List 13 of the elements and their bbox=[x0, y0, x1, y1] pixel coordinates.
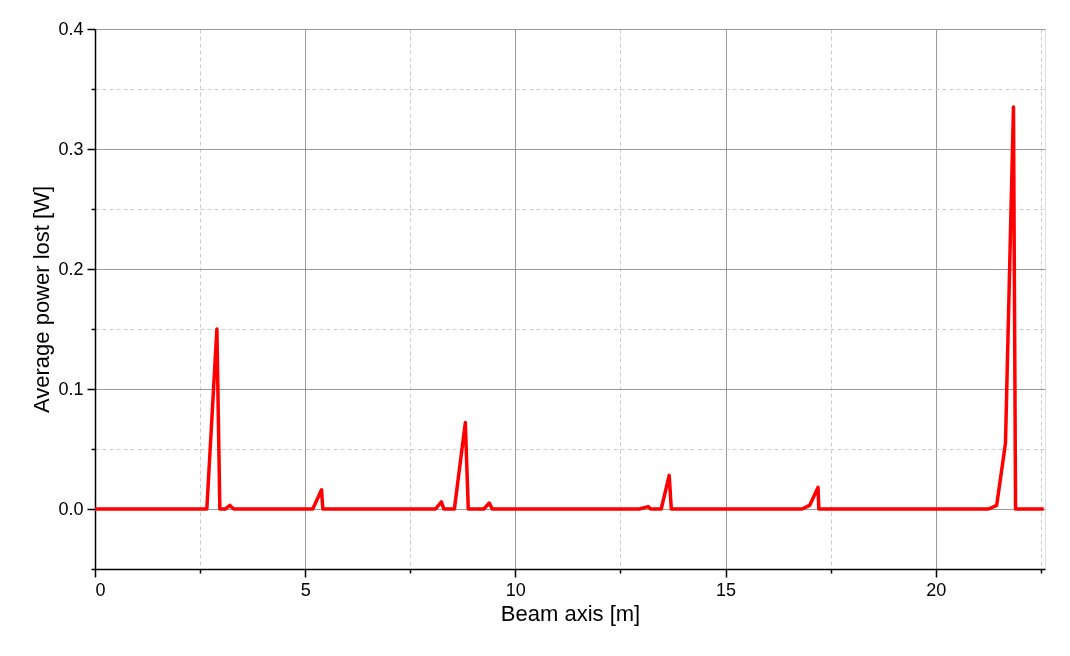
y-tick-label: 0.2 bbox=[58, 258, 84, 279]
x-tick-label: 5 bbox=[300, 579, 311, 600]
x-tick-label: 20 bbox=[926, 579, 947, 600]
y-tick-label: 0.3 bbox=[58, 138, 84, 159]
y-tick-label: 0.1 bbox=[58, 378, 84, 399]
x-tick-label: 0 bbox=[95, 579, 106, 600]
y-tick-label: 0.4 bbox=[58, 18, 84, 39]
x-axis-title: Beam axis [m] bbox=[500, 600, 641, 626]
y-tick-label: 0.0 bbox=[58, 498, 84, 519]
x-tick-label: 10 bbox=[505, 579, 526, 600]
x-tick-label: 15 bbox=[716, 579, 737, 600]
y-axis-title: Average power lost [W] bbox=[29, 185, 55, 414]
line-series bbox=[95, 105, 1045, 511]
